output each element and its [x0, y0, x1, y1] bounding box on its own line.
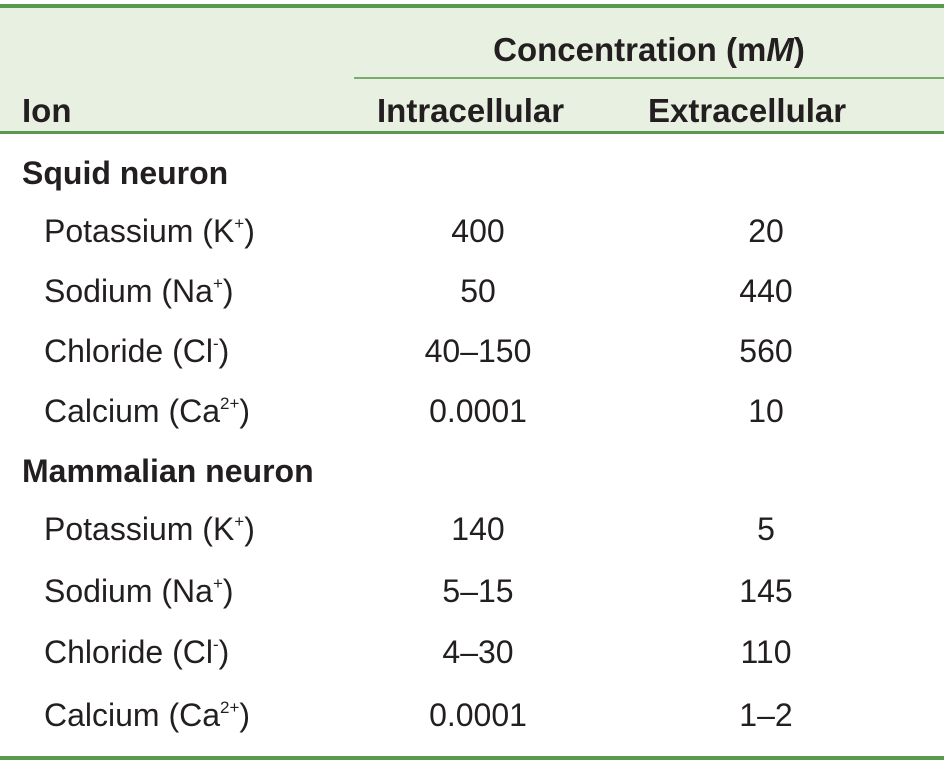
- concentration-label: Concentration (m: [493, 31, 767, 68]
- concentration-label-close: ): [793, 31, 805, 68]
- column-header-intracellular: Intracellular: [377, 92, 565, 129]
- group-label: Mammalian neuron: [22, 453, 314, 489]
- extracellular-value: 440: [739, 273, 793, 309]
- intracellular-value: 50: [460, 273, 496, 309]
- intracellular-value: 0.0001: [429, 697, 527, 733]
- concentration-unit: M: [766, 31, 794, 68]
- ion-name: Potassium (K+): [44, 511, 255, 547]
- extracellular-value: 560: [739, 333, 793, 369]
- intracellular-value: 140: [451, 511, 505, 547]
- concentration-spanner-heading: Concentration (mM): [354, 30, 944, 70]
- intracellular-value: 0.0001: [429, 393, 527, 429]
- table-row: Calcium (Ca2+) 0.0001 1–2: [0, 685, 944, 745]
- column-header-ion: Ion: [22, 92, 72, 129]
- group-row-mammalian: Mammalian neuron: [0, 441, 944, 501]
- table-row: Calcium (Ca2+) 0.0001 10: [0, 381, 944, 441]
- group-row-squid: Squid neuron: [0, 143, 944, 203]
- table-row: Potassium (K+) 140 5: [0, 499, 944, 559]
- extracellular-value: 145: [739, 573, 793, 609]
- table-row: Sodium (Na+) 50 440: [0, 261, 944, 321]
- ion-name: Sodium (Na+): [44, 573, 234, 609]
- extracellular-value: 1–2: [739, 697, 793, 733]
- column-header-extracellular: Extracellular: [648, 92, 847, 129]
- intracellular-value: 4–30: [442, 634, 514, 670]
- ion-name: Sodium (Na+): [44, 273, 234, 309]
- table-top-rule: [0, 4, 944, 8]
- ion-name: Chloride (Cl-): [44, 634, 230, 670]
- table-row: Sodium (Na+) 5–15 145: [0, 561, 944, 621]
- extracellular-value: 5: [757, 511, 775, 547]
- table-row: Chloride (Cl-) 40–150 560: [0, 321, 944, 381]
- ion-name: Potassium (K+): [44, 213, 255, 249]
- ion-name: Chloride (Cl-): [44, 333, 230, 369]
- extracellular-value: 110: [740, 634, 792, 670]
- extracellular-value: 10: [748, 393, 784, 429]
- table-row: Chloride (Cl-) 4–30 110: [0, 622, 944, 682]
- intracellular-value: 5–15: [442, 573, 514, 609]
- group-label: Squid neuron: [22, 155, 229, 191]
- intracellular-value: 40–150: [424, 333, 532, 369]
- table-bottom-rule: [0, 756, 944, 760]
- table-row: Potassium (K+) 400 20: [0, 201, 944, 261]
- ion-name: Calcium (Ca2+): [44, 697, 251, 733]
- intracellular-value: 400: [451, 213, 505, 249]
- table-header: Concentration (mM) Ion Intracellular Ext…: [0, 8, 944, 131]
- extracellular-value: 20: [748, 213, 784, 249]
- ion-name: Calcium (Ca2+): [44, 393, 251, 429]
- spanner-rule: [354, 77, 944, 79]
- header-bottom-rule: [0, 131, 944, 134]
